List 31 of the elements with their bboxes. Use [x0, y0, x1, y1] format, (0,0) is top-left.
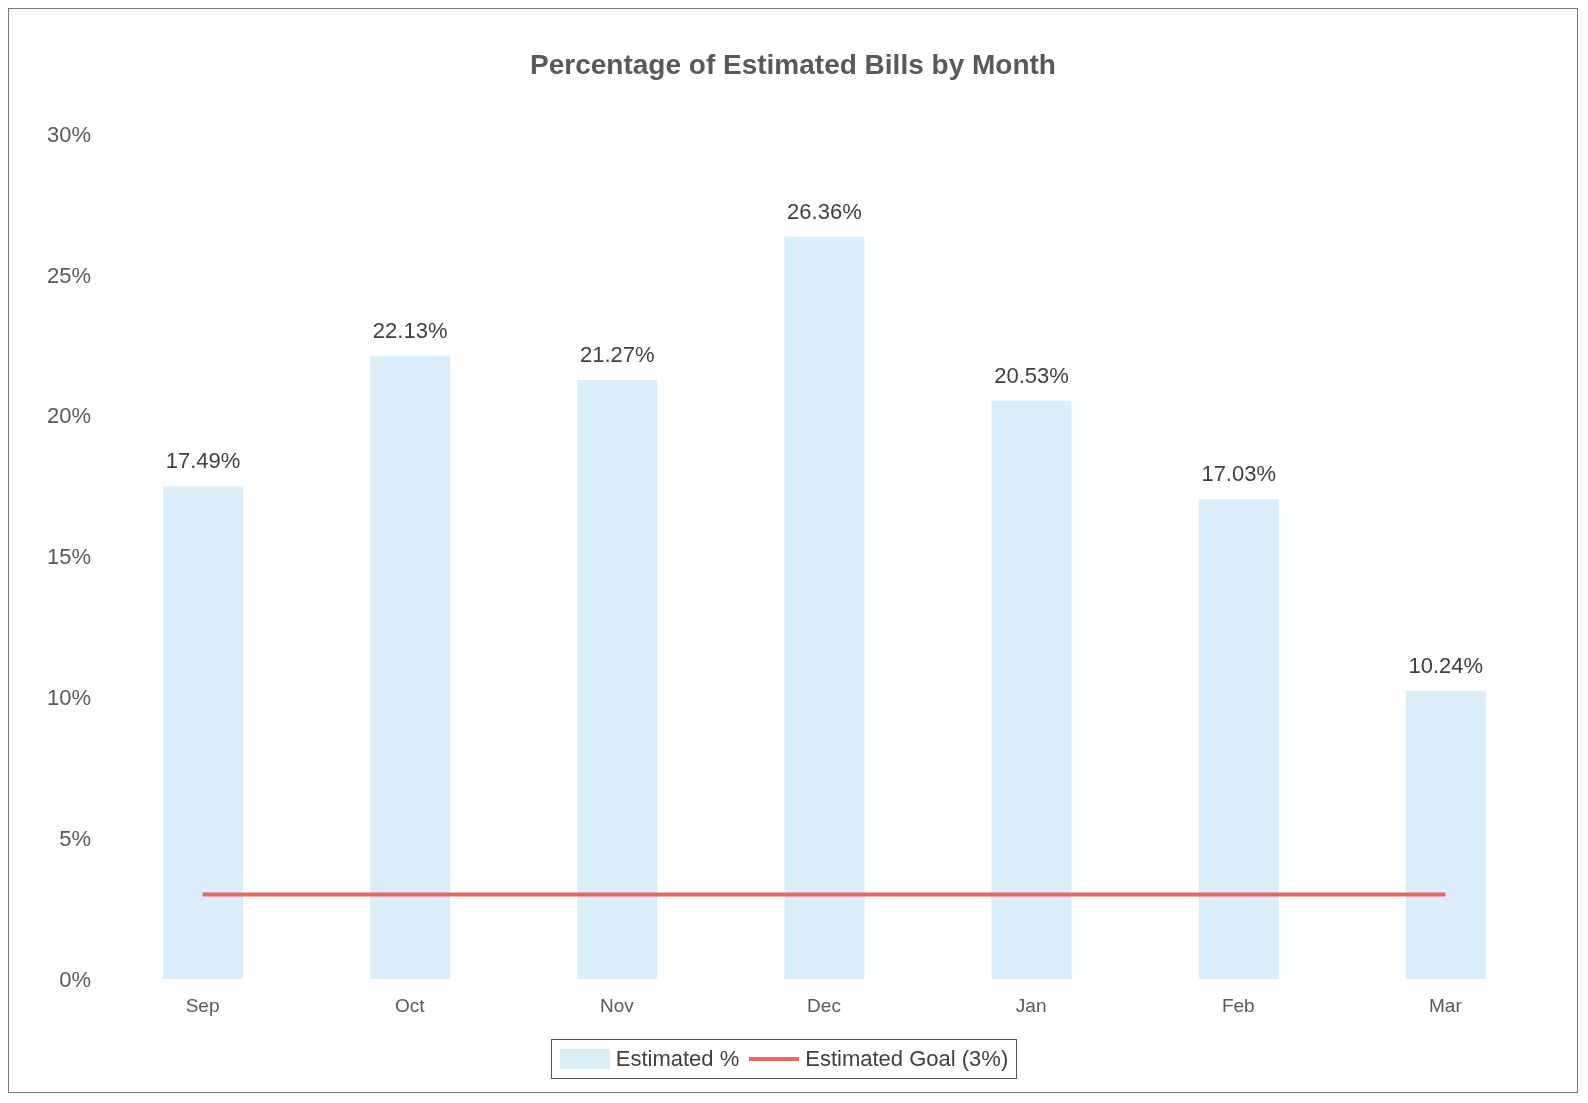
- data-label: 10.24%: [1408, 652, 1484, 678]
- bar: [370, 355, 451, 979]
- x-tick-label: Dec: [807, 995, 841, 1017]
- data-label: 20.53%: [994, 362, 1069, 388]
- y-tick-label: 25%: [46, 262, 91, 288]
- data-label: 17.49%: [165, 448, 241, 474]
- y-tick-label: 15%: [46, 544, 91, 570]
- y-tick-label: 30%: [46, 121, 91, 147]
- y-tick-label: 0%: [59, 966, 91, 992]
- bar: [784, 236, 865, 979]
- x-tick-label: Mar: [1429, 995, 1463, 1017]
- x-tick-label: Nov: [599, 995, 635, 1017]
- legend-label: Estimated Goal (3%): [804, 1046, 1009, 1072]
- data-label: 17.03%: [1201, 461, 1277, 487]
- y-tick-label: 10%: [46, 685, 91, 711]
- bar: [1405, 690, 1486, 979]
- y-tick-label: 5%: [59, 825, 91, 851]
- x-tick-label: Oct: [394, 995, 426, 1017]
- x-tick-label: Feb: [1221, 995, 1255, 1017]
- chart-title: Percentage of Estimated Bills by Month: [529, 48, 1057, 82]
- data-label: 22.13%: [372, 317, 448, 343]
- bar: [991, 400, 1072, 979]
- data-label: 21.27%: [579, 341, 655, 367]
- data-label: 26.36%: [787, 198, 862, 224]
- bar: [163, 486, 243, 979]
- bar: [1198, 499, 1279, 979]
- x-tick-label: Jan: [1015, 995, 1047, 1017]
- x-tick-label: Sep: [185, 995, 220, 1017]
- legend-label: Estimated %: [614, 1046, 740, 1072]
- bar: [577, 379, 658, 979]
- y-tick-label: 20%: [46, 403, 91, 429]
